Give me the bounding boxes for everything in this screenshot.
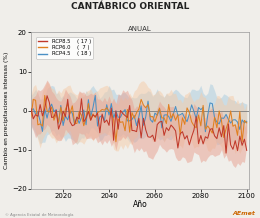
Text: AEmet: AEmet xyxy=(232,211,255,216)
Title: ANUAL: ANUAL xyxy=(128,26,152,32)
Y-axis label: Cambio en precipitaciones intensas (%): Cambio en precipitaciones intensas (%) xyxy=(4,52,9,169)
Text: © Agencia Estatal de Meteorología: © Agencia Estatal de Meteorología xyxy=(5,213,74,217)
X-axis label: Año: Año xyxy=(133,201,147,209)
Text: CANTÁBRICO ORIENTAL: CANTÁBRICO ORIENTAL xyxy=(71,2,189,11)
Legend: RCP8.5    ( 17 ), RCP6.0    (  7 ), RCP4.5    ( 18 ): RCP8.5 ( 17 ), RCP6.0 ( 7 ), RCP4.5 ( 18… xyxy=(36,37,93,58)
